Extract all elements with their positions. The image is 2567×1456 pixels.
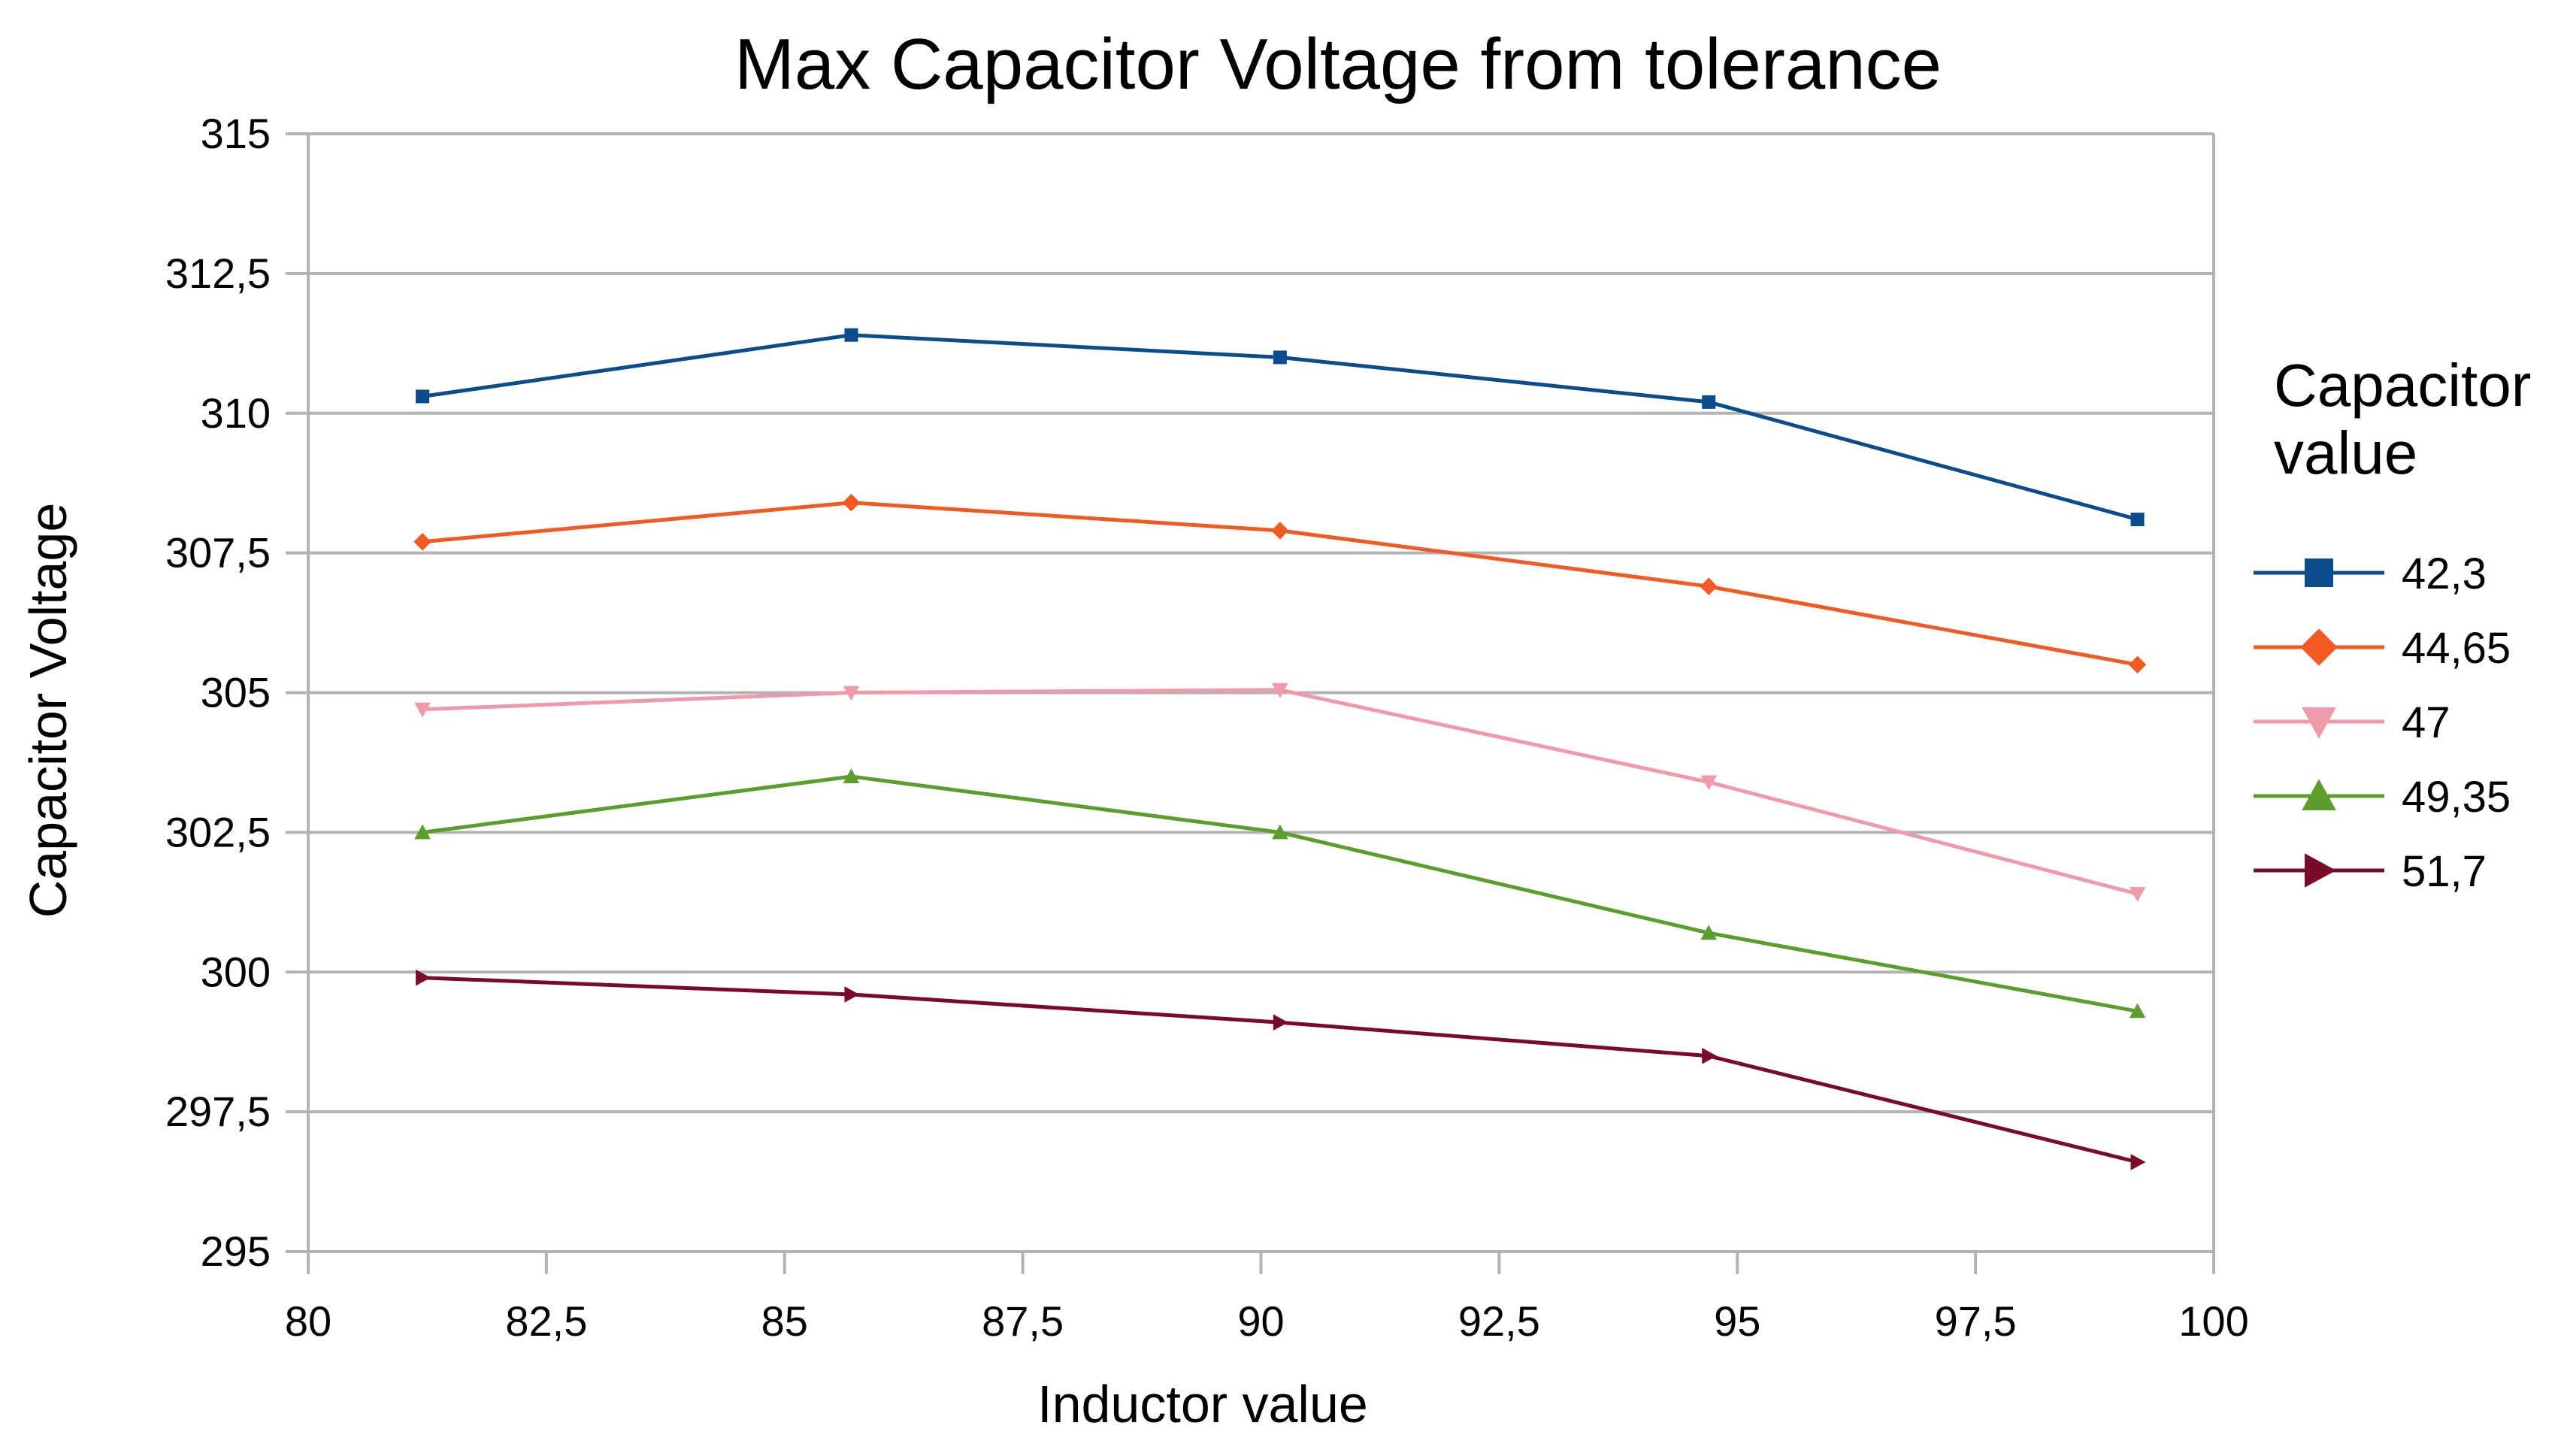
legend-item: 47 [2254, 698, 2450, 747]
data-point [1700, 577, 1718, 595]
x-tick-label: 97,5 [1935, 1297, 2017, 1345]
data-point [413, 533, 431, 551]
legend-title-line: Capacitor [2274, 352, 2531, 419]
legend-label: 49,35 [2402, 773, 2511, 822]
series-1 [413, 494, 2147, 674]
data-point [1271, 522, 1289, 540]
legend-marker [2305, 853, 2336, 888]
y-tick-label: 305 [201, 669, 271, 716]
data-point [414, 824, 431, 840]
x-tick-label: 82,5 [505, 1297, 587, 1345]
y-tick-label: 300 [201, 948, 271, 995]
y-tick-label: 302,5 [165, 808, 271, 855]
data-point [1272, 683, 1288, 698]
legend-marker [2302, 779, 2336, 810]
y-tick-label: 295 [201, 1227, 271, 1275]
legend-item: 49,35 [2254, 773, 2511, 822]
grid [308, 132, 2214, 1253]
legend-label: 47 [2402, 698, 2450, 747]
legend-items: 42,3 44,65 47 49,35 51,7 [2254, 549, 2511, 896]
y-tick-label: 297,5 [165, 1088, 271, 1135]
legend-marker [2305, 558, 2333, 587]
x-tick-label: 87,5 [982, 1297, 1064, 1345]
data-point [843, 768, 860, 784]
series-2 [414, 683, 2146, 902]
data-point [2129, 887, 2146, 902]
legend-marker [2302, 707, 2336, 739]
data-point [414, 702, 431, 718]
legend-title-line: value [2274, 419, 2417, 486]
data-point [2130, 1154, 2146, 1170]
series-0 [416, 328, 2145, 527]
x-tick-label: 90 [1237, 1297, 1284, 1345]
x-tick-label: 80 [285, 1297, 331, 1345]
y-axis-title: Capacitor Voltage [19, 503, 77, 919]
data-point [1272, 824, 1288, 840]
legend-title: Capacitor value [2274, 352, 2531, 486]
data-point [416, 389, 430, 404]
data-point [844, 986, 860, 1003]
x-tick-label: 85 [761, 1297, 808, 1345]
x-tick-label: 95 [1714, 1297, 1760, 1345]
data-point [2130, 513, 2145, 527]
data-point [2129, 1003, 2146, 1019]
y-tick-label: 315 [201, 110, 271, 157]
series-4 [416, 969, 2146, 1170]
chart-title: Max Capacitor Voltage from tolerance [734, 24, 1942, 104]
data-point [1273, 350, 1287, 365]
y-axis-ticks: 295 297,5 300 302,5 305 307,5 310 312,5 315 [165, 110, 308, 1275]
data-point [844, 328, 858, 342]
legend-label: 42,3 [2402, 549, 2487, 598]
data-point [416, 969, 431, 986]
legend: Capacitor value 42,3 44,65 47 49,35 51,7 [2254, 352, 2531, 896]
x-tick-label: 92,5 [1458, 1297, 1540, 1345]
x-axis-title: Inductor value [1037, 1375, 1368, 1433]
x-axis-ticks: 80 82,5 85 87,5 90 92,5 95 97,5 100 [285, 1252, 2249, 1345]
y-tick-label: 312,5 [165, 250, 271, 297]
legend-item: 44,65 [2254, 624, 2511, 673]
legend-item: 42,3 [2254, 549, 2487, 598]
data-point [1702, 395, 1716, 409]
data-point [1700, 925, 1718, 940]
series-3 [414, 768, 2146, 1019]
data-point [843, 686, 860, 701]
y-tick-label: 307,5 [165, 529, 271, 577]
data-point [2128, 655, 2147, 674]
data-point [842, 494, 861, 512]
x-tick-label: 100 [2178, 1297, 2248, 1345]
data-point [1273, 1014, 1288, 1031]
legend-label: 51,7 [2402, 847, 2487, 896]
data-point [1700, 775, 1718, 791]
legend-label: 44,65 [2402, 624, 2511, 673]
legend-marker [2300, 628, 2338, 666]
y-tick-label: 310 [201, 389, 271, 437]
legend-item: 51,7 [2254, 847, 2487, 896]
data-point [1702, 1047, 1718, 1064]
series-layer [413, 328, 2147, 1170]
